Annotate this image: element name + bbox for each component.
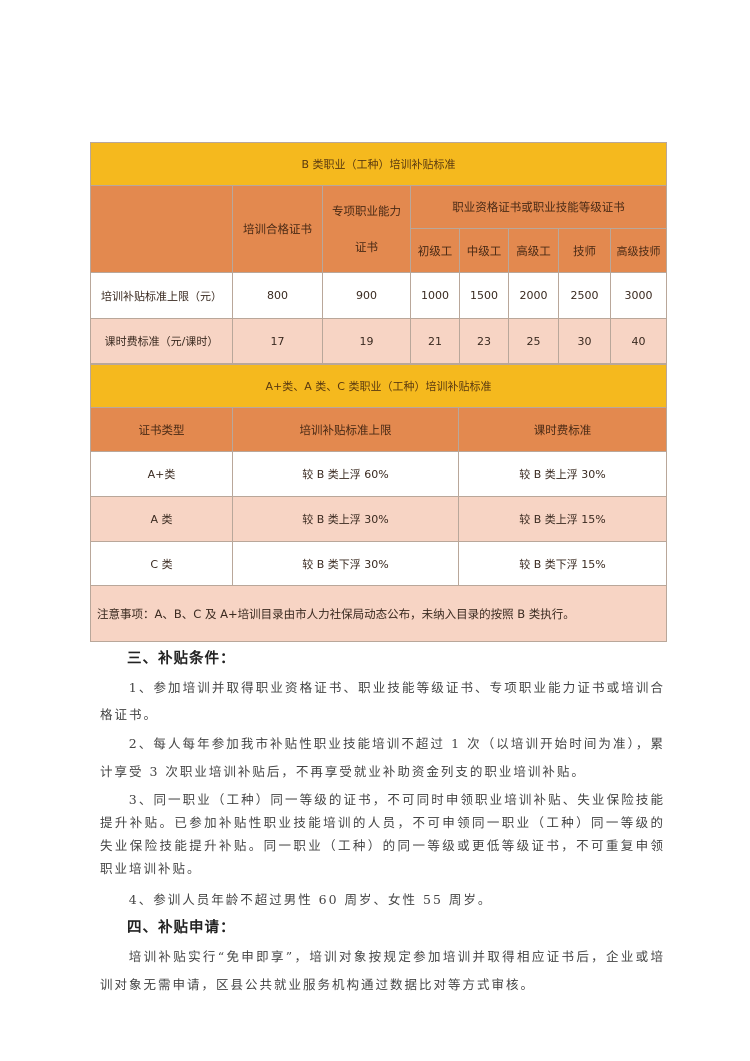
header-cert-type: 证书类型 — [90, 407, 233, 452]
section4-heading: 四、补贴申请： — [127, 920, 236, 936]
cell: 17 — [232, 318, 323, 364]
table-row: A 类 较 B 类上浮 30% 较 B 类上浮 15% — [90, 496, 667, 542]
cell: 较 B 类上浮 30% — [232, 496, 459, 542]
header-level: 高级技师 — [609, 228, 668, 273]
header-hourly-fee: 课时费标准 — [458, 407, 667, 452]
table-row: 课时费标准（元/课时） 17 19 21 23 25 30 40 — [90, 318, 668, 364]
cell: 较 B 类上浮 60% — [232, 451, 459, 497]
cell: 2500 — [558, 272, 611, 319]
cell: 较 B 类上浮 15% — [458, 496, 667, 542]
cell: 2000 — [508, 272, 559, 319]
cell: 1000 — [410, 272, 460, 319]
table-note: 注意事项：A、B、C 及 A+培训目录由市人力社保局动态公布，未纳入目录的按照 … — [90, 585, 667, 642]
header-subsidy-limit: 培训补贴标准上限 — [232, 407, 459, 452]
condition-3: 3、同一职业（工种）同一等级的证书，不可同时申领职业培训补贴、失业保险技能提升补… — [100, 792, 665, 876]
a-c-class-subsidy-table: A+类、A 类、C 类职业（工种）培训补贴标准 证书类型 培训补贴标准上限 课时… — [90, 364, 667, 642]
cell: 较 B 类下浮 30% — [232, 541, 459, 586]
cell: 21 — [410, 318, 460, 364]
header-special-cert: 专项职业能力证书 — [322, 185, 411, 273]
condition-1: 1、参加培训并取得职业资格证书、职业技能等级证书、专项职业能力证书或培训合格证书… — [100, 680, 665, 722]
section3-heading: 三、补贴条件： — [127, 651, 236, 667]
b-class-subsidy-table: B 类职业（工种）培训补贴标准 培训合格证书 专项职业能力证书 职业资格证书或职… — [89, 142, 668, 364]
header-training-cert: 培训合格证书 — [232, 185, 323, 273]
cell: 25 — [508, 318, 559, 364]
cell: 较 B 类上浮 30% — [458, 451, 667, 497]
header-blank — [90, 185, 233, 273]
condition-4: 4、参训人员年龄不超过男性 60 周岁、女性 55 周岁。 — [128, 892, 493, 907]
header-level: 高级工 — [508, 228, 559, 273]
table-title: B 类职业（工种）培训补贴标准 — [89, 142, 668, 186]
header-level: 技师 — [558, 228, 611, 273]
cell: 1500 — [459, 272, 509, 319]
row-label: 课时费标准（元/课时） — [90, 318, 233, 364]
cell: 40 — [609, 318, 668, 364]
table-row: 培训补贴标准上限（元） 800 900 1000 1500 2000 2500 … — [90, 272, 668, 319]
table-row: A+类 较 B 类上浮 60% 较 B 类上浮 30% — [90, 451, 667, 497]
cell: 30 — [558, 318, 611, 364]
condition-2: 2、每人每年参加我市补贴性职业技能培训不超过 1 次（以培训开始时间为准），累计… — [100, 736, 665, 779]
cell: C 类 — [90, 541, 233, 586]
cell: 19 — [322, 318, 411, 364]
cell: A+类 — [90, 451, 233, 497]
row-label: 培训补贴标准上限（元） — [90, 272, 233, 319]
document-page: B 类职业（工种）培训补贴标准 培训合格证书 专项职业能力证书 职业资格证书或职… — [89, 142, 668, 992]
cell: 较 B 类下浮 15% — [458, 541, 667, 586]
table-row: C 类 较 B 类下浮 30% 较 B 类下浮 15% — [90, 541, 667, 586]
cell: 3000 — [609, 272, 668, 319]
header-level: 初级工 — [410, 228, 460, 273]
table-title: A+类、A 类、C 类职业（工种）培训补贴标准 — [90, 364, 667, 408]
cell: 900 — [322, 272, 411, 319]
application-text: 培训补贴实行“免申即享”，培训对象按规定参加培训并取得相应证书后，企业或培训对象… — [100, 949, 665, 992]
cell: 800 — [232, 272, 323, 319]
cell: 23 — [459, 318, 509, 364]
cell: A 类 — [90, 496, 233, 542]
header-level: 中级工 — [459, 228, 509, 273]
header-group: 职业资格证书或职业技能等级证书 — [409, 185, 668, 229]
